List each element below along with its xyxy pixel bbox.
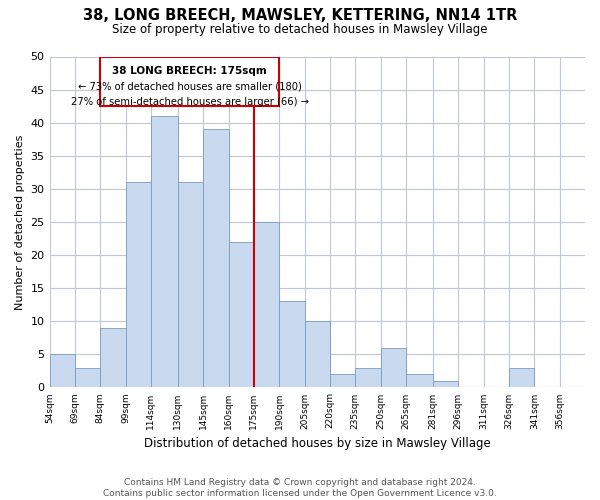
Bar bbox=[355, 368, 380, 388]
Bar bbox=[330, 374, 355, 388]
Bar bbox=[229, 242, 254, 388]
Text: ← 73% of detached houses are smaller (180): ← 73% of detached houses are smaller (18… bbox=[78, 82, 302, 92]
Text: 27% of semi-detached houses are larger (66) →: 27% of semi-detached houses are larger (… bbox=[71, 97, 309, 107]
Bar bbox=[279, 302, 305, 388]
Bar bbox=[125, 182, 151, 388]
Bar bbox=[151, 116, 178, 388]
Y-axis label: Number of detached properties: Number of detached properties bbox=[15, 134, 25, 310]
X-axis label: Distribution of detached houses by size in Mawsley Village: Distribution of detached houses by size … bbox=[144, 437, 491, 450]
Bar bbox=[433, 381, 458, 388]
Bar bbox=[305, 321, 330, 388]
FancyBboxPatch shape bbox=[100, 56, 279, 106]
Bar bbox=[50, 354, 75, 388]
Text: Size of property relative to detached houses in Mawsley Village: Size of property relative to detached ho… bbox=[112, 22, 488, 36]
Bar bbox=[100, 328, 125, 388]
Bar bbox=[406, 374, 433, 388]
Bar bbox=[75, 368, 100, 388]
Text: 38 LONG BREECH: 175sqm: 38 LONG BREECH: 175sqm bbox=[112, 66, 267, 76]
Bar bbox=[254, 222, 279, 388]
Bar bbox=[509, 368, 535, 388]
Text: Contains HM Land Registry data © Crown copyright and database right 2024.
Contai: Contains HM Land Registry data © Crown c… bbox=[103, 478, 497, 498]
Text: 38, LONG BREECH, MAWSLEY, KETTERING, NN14 1TR: 38, LONG BREECH, MAWSLEY, KETTERING, NN1… bbox=[83, 8, 517, 22]
Bar bbox=[178, 182, 203, 388]
Bar bbox=[203, 130, 229, 388]
Bar bbox=[380, 348, 406, 388]
